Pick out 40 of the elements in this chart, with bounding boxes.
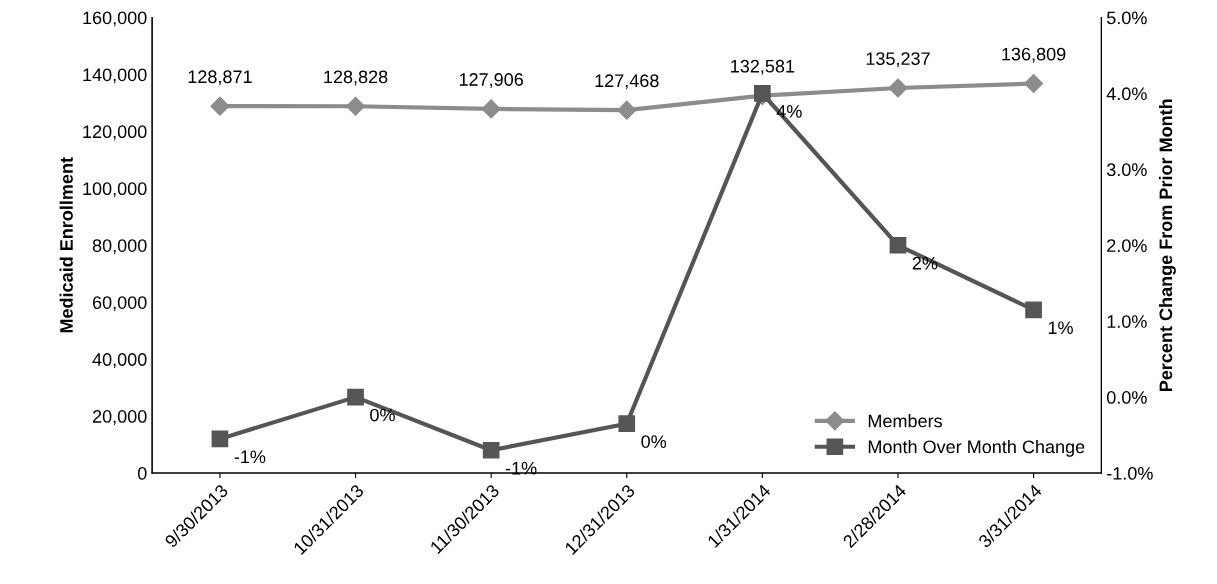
- y-tick-label: 0: [137, 466, 147, 480]
- data-label: 135,237: [866, 52, 930, 68]
- legend-label: Members: [868, 414, 942, 428]
- point: [347, 388, 364, 406]
- point: [618, 415, 636, 433]
- legend-label: Month Over Month Change: [868, 439, 1085, 457]
- y-axis-title: Medicaid Enrollment: [59, 157, 73, 333]
- data-label: -1%: [505, 461, 537, 475]
- data-label: 0%: [370, 408, 395, 422]
- data-label: 2%: [912, 256, 938, 270]
- point: [754, 85, 771, 102]
- y-tick-label: 20,000: [92, 410, 147, 425]
- y2-tick-label: 0.0%: [1106, 391, 1147, 404]
- y2-axis-title: Percent Change From Prior Month: [1158, 99, 1176, 392]
- y-tick-label: 140,000: [83, 68, 147, 84]
- y2-tick-label: 5.0%: [1106, 11, 1147, 25]
- y-tick-label: 40,000: [92, 353, 147, 369]
- y2-tick-label: -1.0%: [1107, 466, 1153, 480]
- data-label: -1%: [234, 450, 266, 464]
- y-tick-label: 100,000: [83, 182, 147, 198]
- data-label: 0%: [641, 435, 667, 448]
- data-label: 136,809: [1002, 47, 1066, 63]
- y-tick-label: 160,000: [83, 11, 147, 27]
- data-label: 128,828: [324, 70, 388, 86]
- y-tick-label: 60,000: [92, 296, 147, 312]
- y2-tick-label: 1.0%: [1107, 315, 1147, 328]
- point: [1025, 301, 1042, 319]
- point: [889, 236, 907, 254]
- y2-tick-label: 2.0%: [1107, 239, 1147, 252]
- data-label: 128,871: [188, 70, 252, 86]
- data-label: 127,906: [459, 73, 523, 89]
- y2-tick-label: 4.0%: [1106, 87, 1147, 101]
- data-label: 132,581: [731, 59, 795, 75]
- data-label: 127,468: [595, 74, 659, 90]
- data-label: 1%: [1048, 321, 1073, 335]
- y-tick-label: 80,000: [92, 239, 147, 255]
- y-tick-label: 120,000: [83, 125, 147, 141]
- y2-tick-label: 3.0%: [1106, 163, 1147, 177]
- point: [211, 430, 229, 448]
- point: [482, 441, 500, 459]
